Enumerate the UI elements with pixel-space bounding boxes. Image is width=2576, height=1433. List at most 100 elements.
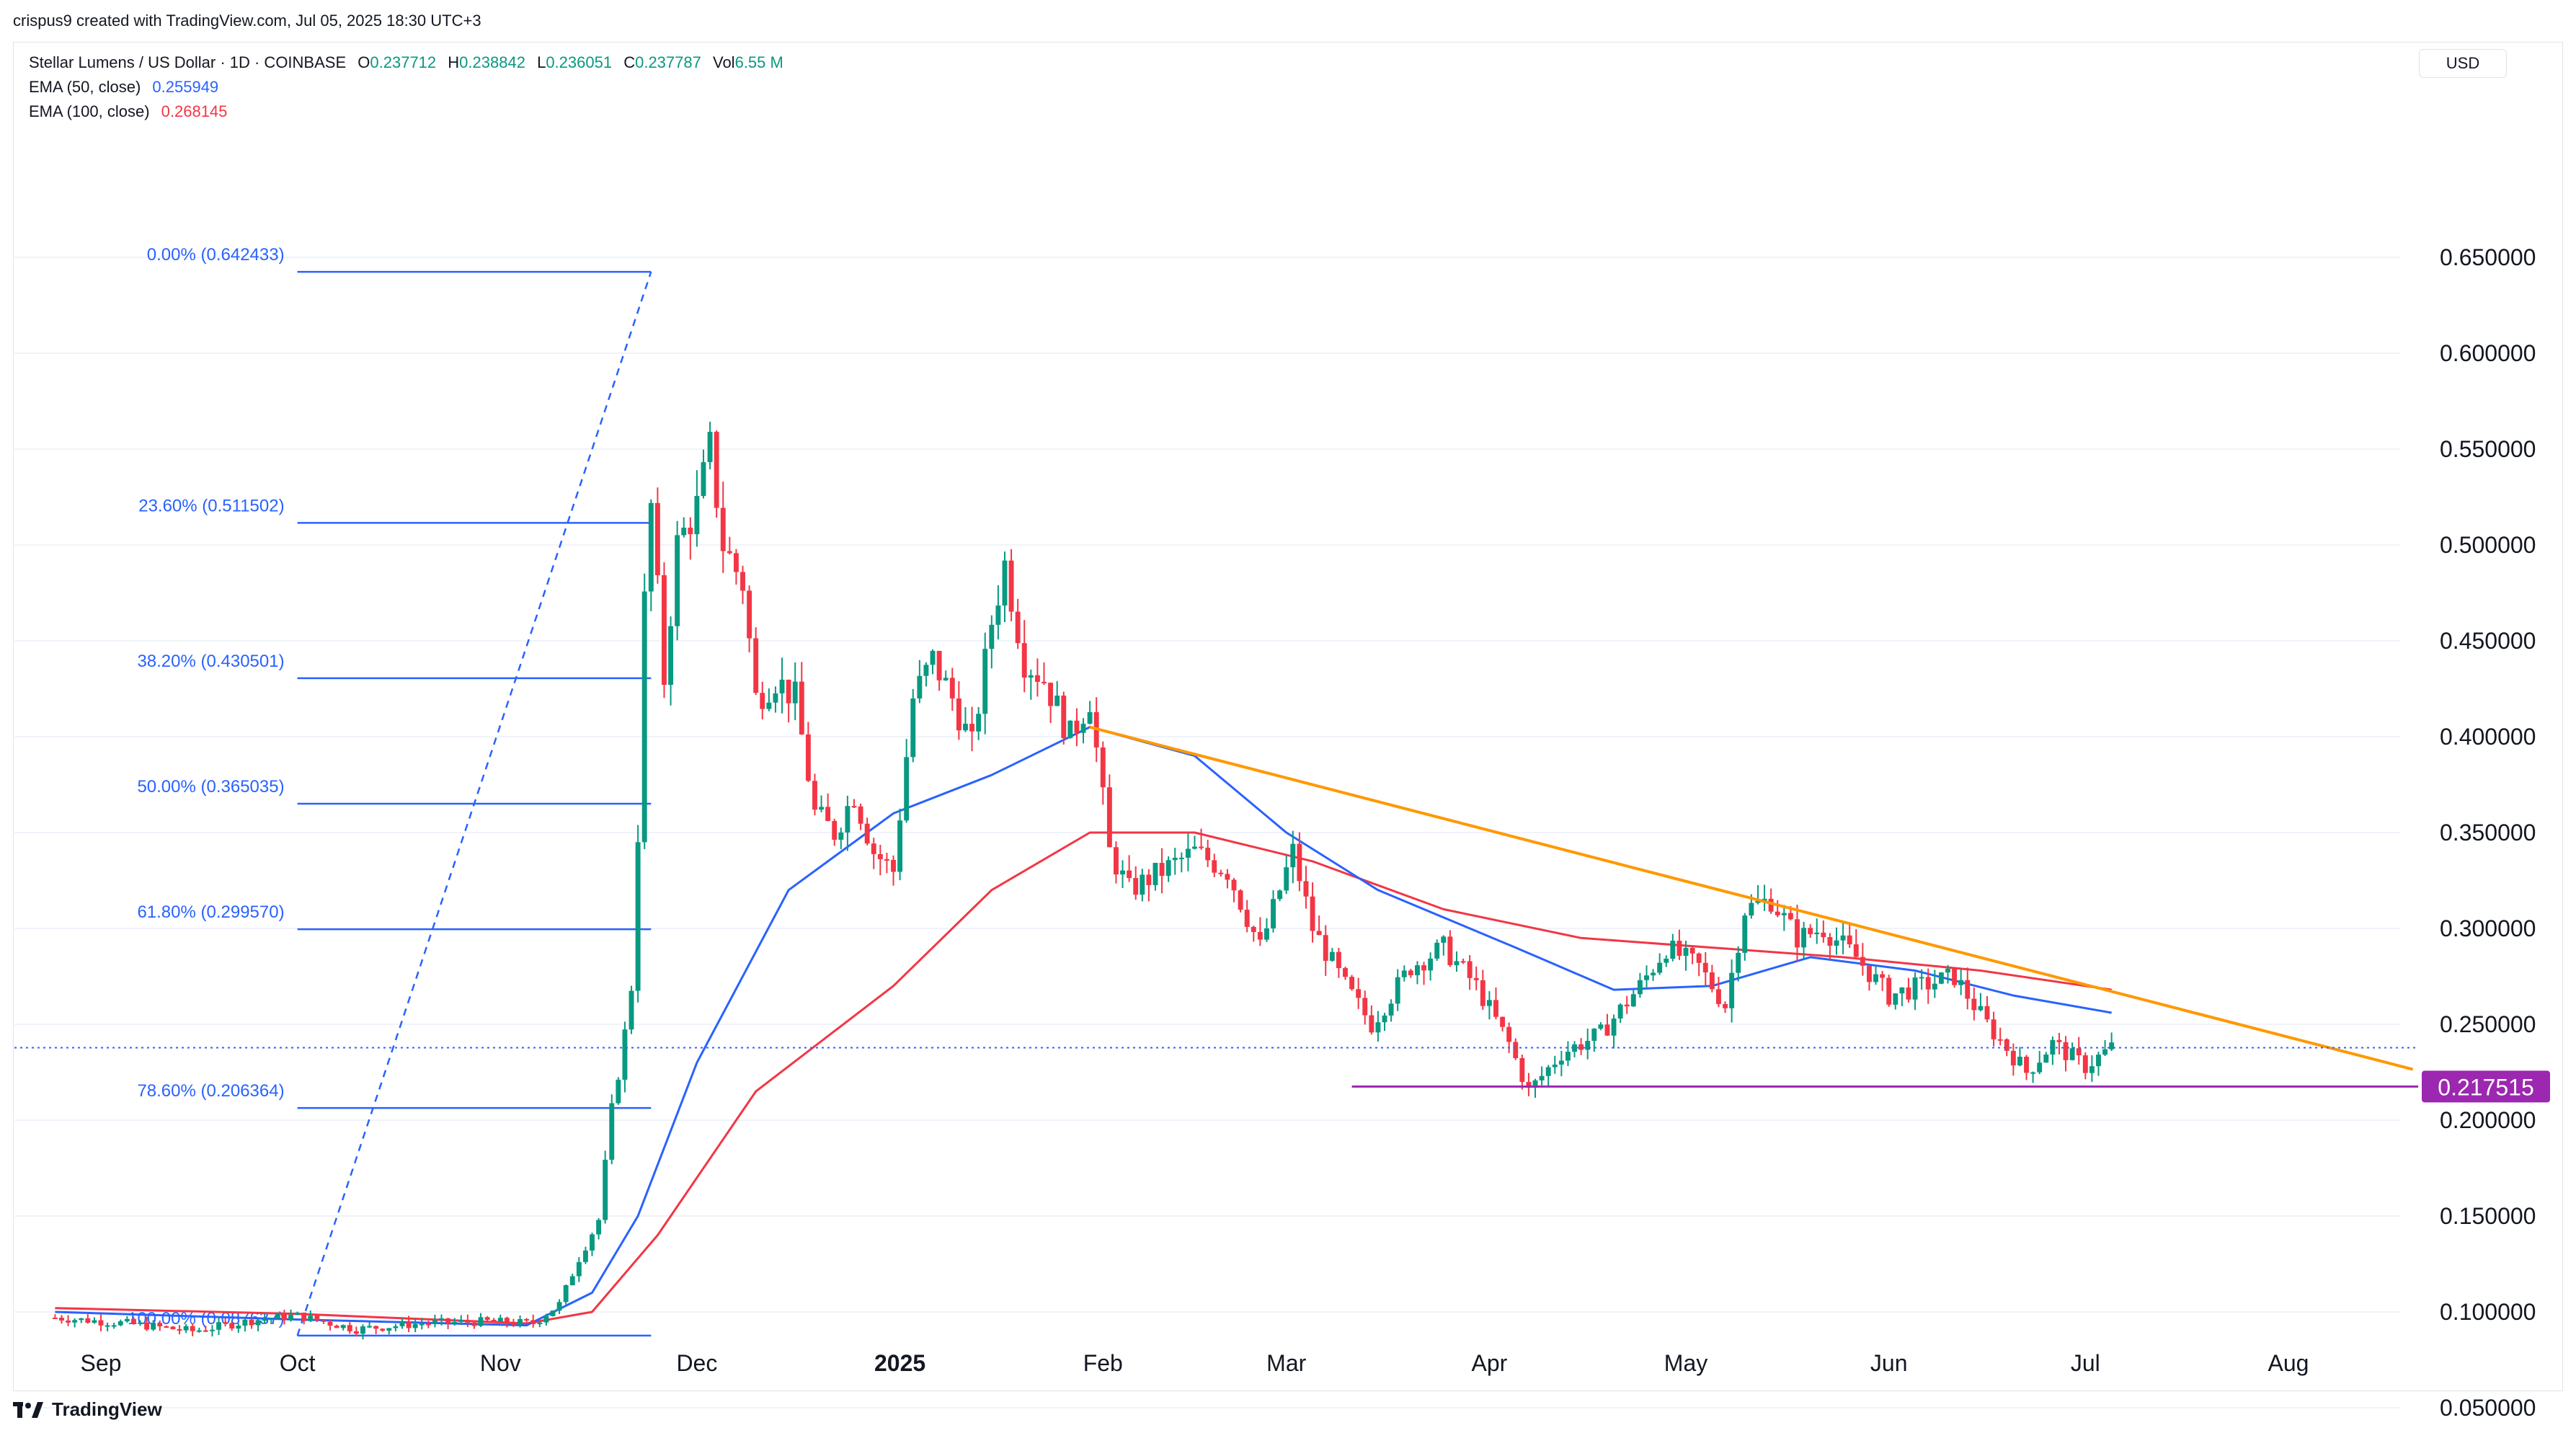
candle (2082, 1052, 2088, 1080)
candle (1637, 972, 1643, 998)
candle (641, 573, 647, 849)
candle (373, 1325, 379, 1334)
ema100-value: 0.268145 (161, 102, 228, 120)
candle (537, 1321, 543, 1328)
candle (419, 1318, 425, 1330)
candle (1912, 972, 1918, 1011)
ema100-row[interactable]: EMA (100, close) 0.268145 (29, 99, 791, 124)
candle (1762, 884, 1767, 911)
candle (1539, 1066, 1545, 1086)
candle (1513, 1038, 1519, 1060)
footer-brand: TradingView (52, 1398, 162, 1420)
candle (1447, 930, 1453, 967)
candle (1821, 920, 1826, 943)
candle (196, 1327, 202, 1333)
candle (92, 1317, 97, 1324)
candle (216, 1316, 222, 1336)
candle (877, 844, 883, 876)
candle (347, 1322, 352, 1334)
candle (327, 1320, 333, 1331)
candle (1303, 866, 1309, 909)
candle (1801, 921, 1807, 960)
high-label: H (448, 53, 460, 71)
candle (445, 1318, 451, 1329)
candle (1140, 869, 1145, 902)
candles (52, 422, 2115, 1340)
ema50-line (55, 726, 2112, 1327)
candle (1375, 1011, 1381, 1042)
candle (1100, 741, 1106, 805)
candle (1238, 889, 1243, 913)
candle (858, 803, 863, 830)
candle (1473, 966, 1479, 990)
candle (1965, 967, 1971, 1010)
candle (1244, 900, 1250, 933)
candle (1178, 852, 1184, 873)
candle (1428, 952, 1434, 981)
grid (14, 257, 2400, 1408)
ema50-row[interactable]: EMA (50, close) 0.255949 (29, 75, 791, 99)
candle (1506, 1022, 1512, 1053)
fib-levels: 0.00% (0.642433) 23.60% (0.511502) 38.20% … (128, 245, 652, 1337)
candle (1952, 968, 1958, 988)
candle (1644, 965, 1649, 988)
candle (52, 1314, 58, 1319)
candle (1192, 835, 1197, 850)
candle (1146, 869, 1152, 902)
y-tick-label: 0.300000 (2440, 915, 2536, 941)
candle (2030, 1071, 2036, 1083)
candle (1441, 935, 1447, 956)
candle (439, 1314, 444, 1326)
candle (936, 650, 942, 691)
candle (524, 1318, 530, 1323)
candle (1715, 977, 1721, 1008)
fib-level-label: 61.80% (0.299570) (137, 902, 284, 922)
candle (262, 1313, 267, 1324)
candle (1434, 939, 1440, 961)
y-tick-label: 0.400000 (2440, 724, 2536, 750)
candle (576, 1256, 582, 1282)
y-tick-label: 0.350000 (2440, 820, 2536, 846)
candle (1736, 946, 1741, 982)
candle (720, 482, 726, 573)
open-label: O (357, 53, 370, 71)
candle (1205, 840, 1211, 867)
candle (157, 1320, 163, 1331)
candle (799, 662, 804, 735)
candle (1578, 1038, 1584, 1055)
candle (949, 667, 955, 711)
candle (838, 828, 844, 850)
candle (1945, 964, 1950, 984)
candle (308, 1310, 314, 1322)
tradingview-footer[interactable]: TradingView (13, 1398, 162, 1421)
y-axis: 0.650000 0.600000 0.550000 0.500000 0.450000… (2440, 244, 2536, 1421)
x-tick-label: 2025 (874, 1350, 925, 1376)
candle (1369, 1005, 1374, 1035)
candle (596, 1217, 602, 1240)
candle (1493, 987, 1498, 1020)
candle (701, 449, 706, 499)
candle (1061, 691, 1067, 745)
candle (1284, 856, 1289, 895)
ema-lines (55, 726, 2112, 1327)
candle (989, 615, 995, 669)
candle (1297, 832, 1302, 892)
low-value: 0.236051 (546, 53, 613, 71)
candle (681, 517, 687, 538)
candle (590, 1233, 595, 1256)
candle (1840, 922, 1846, 954)
candle (1827, 933, 1833, 960)
candle (111, 1322, 117, 1329)
candle (1408, 968, 1413, 978)
candle (2063, 1036, 2069, 1072)
currency-selector[interactable]: USD (2419, 49, 2507, 78)
candle (1552, 1055, 1558, 1074)
candle (1021, 620, 1027, 693)
y-tick-label: 0.650000 (2440, 244, 2536, 270)
candle (1775, 900, 1780, 918)
y-tick-label: 0.500000 (2440, 532, 2536, 558)
y-tick-label: 0.600000 (2440, 340, 2536, 366)
x-tick-label: Nov (480, 1350, 521, 1376)
y-tick-label: 0.550000 (2440, 436, 2536, 462)
